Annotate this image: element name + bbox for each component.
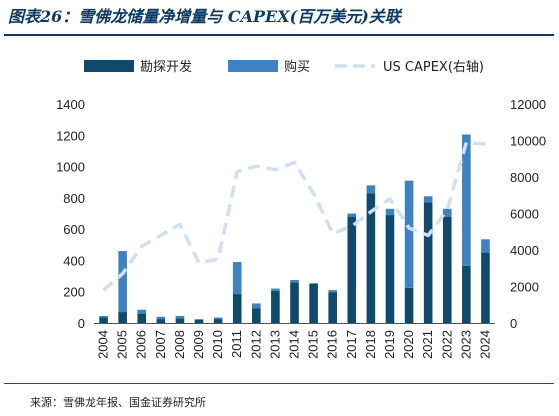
- bar-acquisition: [347, 213, 357, 217]
- bar-acquisition: [271, 288, 280, 291]
- x-tick-label: 2012: [248, 330, 263, 359]
- left-tick-label: 1400: [56, 97, 85, 112]
- footer-divider: [4, 383, 554, 384]
- bar-exploration: [423, 202, 433, 323]
- x-tick-label: 2005: [115, 330, 130, 359]
- x-tick-label: 2016: [325, 330, 340, 359]
- right-tick-label: 8000: [510, 170, 539, 185]
- x-tick-label: 2009: [191, 330, 206, 359]
- x-tick-label: 2008: [172, 330, 187, 359]
- bar-exploration: [404, 287, 414, 323]
- right-axis: 0 2000 4000 6000 8000 10000 12000: [510, 97, 546, 331]
- x-tick-label: 2017: [344, 330, 359, 359]
- legend-label-1: 购买: [284, 59, 310, 75]
- left-tick-label: 1000: [56, 160, 85, 175]
- x-tick-label: 2007: [153, 330, 168, 359]
- bar-acquisition: [423, 196, 433, 203]
- x-tick-label: 2004: [96, 330, 111, 359]
- bar-acquisition: [194, 319, 204, 320]
- bar-acquisition: [366, 185, 376, 194]
- title-divider: [4, 34, 554, 36]
- bar-exploration: [232, 294, 242, 323]
- x-tick-label: 2011: [229, 330, 244, 358]
- bar-exploration: [137, 313, 147, 323]
- right-tick-label: 2000: [510, 280, 539, 295]
- right-tick-label: 4000: [510, 243, 539, 258]
- x-tick-label: 2024: [477, 330, 492, 359]
- bar-exploration: [156, 319, 166, 323]
- page-title: 图表26：雪佛龙储量净增量与 CAPEX(百万美元)关联: [8, 7, 401, 26]
- source-note: 来源：雪佛龙年报、国金证券研究所: [30, 396, 206, 409]
- bar-acquisition: [99, 315, 108, 318]
- x-tick-label: 2022: [439, 330, 454, 359]
- bar-acquisition: [290, 279, 299, 283]
- bar-exploration: [271, 290, 280, 323]
- bar-exploration: [175, 318, 185, 323]
- bar-acquisition: [385, 208, 395, 216]
- bar-exploration: [290, 282, 299, 323]
- x-tick-label: 2020: [401, 330, 416, 359]
- bar-acquisition: [118, 251, 127, 313]
- bar-acquisition: [137, 309, 147, 314]
- bar-exploration: [213, 319, 223, 323]
- bar-acquisition: [442, 208, 452, 217]
- bar-exploration: [442, 216, 452, 323]
- left-tick-label: 400: [63, 253, 85, 268]
- left-tick-label: 200: [63, 285, 85, 300]
- left-tick-label: 1200: [56, 128, 85, 143]
- bar-exploration: [252, 308, 261, 323]
- legend-label-0: 勘探开发: [140, 59, 192, 75]
- x-tick-label: 2006: [134, 330, 149, 359]
- x-tick-label: 2015: [306, 330, 321, 359]
- x-tick-label: 2010: [210, 330, 225, 359]
- bar-acquisition: [481, 239, 490, 253]
- bar-acquisition: [156, 316, 166, 320]
- x-tick-label: 2021: [420, 330, 435, 359]
- bar-exploration: [194, 319, 204, 323]
- x-tick-label: 2018: [363, 330, 378, 359]
- bar-exploration: [118, 312, 127, 323]
- x-tick-label: 2014: [287, 330, 302, 359]
- bar-exploration: [328, 292, 337, 323]
- bar-exploration: [366, 193, 376, 323]
- bar-exploration: [347, 216, 357, 323]
- bar-exploration: [309, 283, 318, 323]
- legend-label-2: US CAPEX(右轴): [383, 60, 484, 75]
- legend-swatch-0: [84, 60, 134, 72]
- x-axis: 2004 2005 2006 2007 2008 2009 2010 2011 2012 2013…: [94, 323, 495, 359]
- bar-acquisition: [309, 283, 318, 284]
- left-tick-label: 600: [63, 222, 85, 237]
- right-tick-label: 12000: [510, 97, 546, 112]
- bars: [99, 134, 490, 323]
- bar-acquisition: [232, 261, 242, 295]
- x-tick-label: 2013: [267, 330, 282, 359]
- right-tick-label: 6000: [510, 207, 539, 222]
- chart-legend: 勘探开发 购买 US CAPEX(右轴): [84, 59, 484, 75]
- bar-exploration: [481, 252, 490, 323]
- bar-acquisition: [213, 317, 223, 320]
- bar-acquisition: [328, 290, 337, 293]
- bar-exploration: [99, 317, 108, 323]
- bar-acquisition: [175, 315, 185, 319]
- bar-exploration: [385, 215, 395, 323]
- x-tick-label: 2019: [382, 330, 397, 359]
- bar-acquisition: [404, 180, 414, 288]
- left-axis: 0 200 400 600 800 1000 1200 1400: [56, 97, 85, 331]
- capex-series-line: [102, 140, 486, 292]
- legend-swatch-1: [228, 60, 278, 72]
- right-tick-label: 0: [510, 316, 517, 331]
- capex-line: [102, 140, 486, 292]
- left-tick-label: 800: [63, 191, 85, 206]
- bar-acquisition: [462, 134, 471, 266]
- right-tick-label: 10000: [510, 134, 546, 149]
- x-tick-label: 2023: [458, 330, 473, 359]
- left-tick-label: 0: [78, 316, 85, 331]
- bar-exploration: [462, 265, 471, 323]
- bar-acquisition: [252, 303, 261, 309]
